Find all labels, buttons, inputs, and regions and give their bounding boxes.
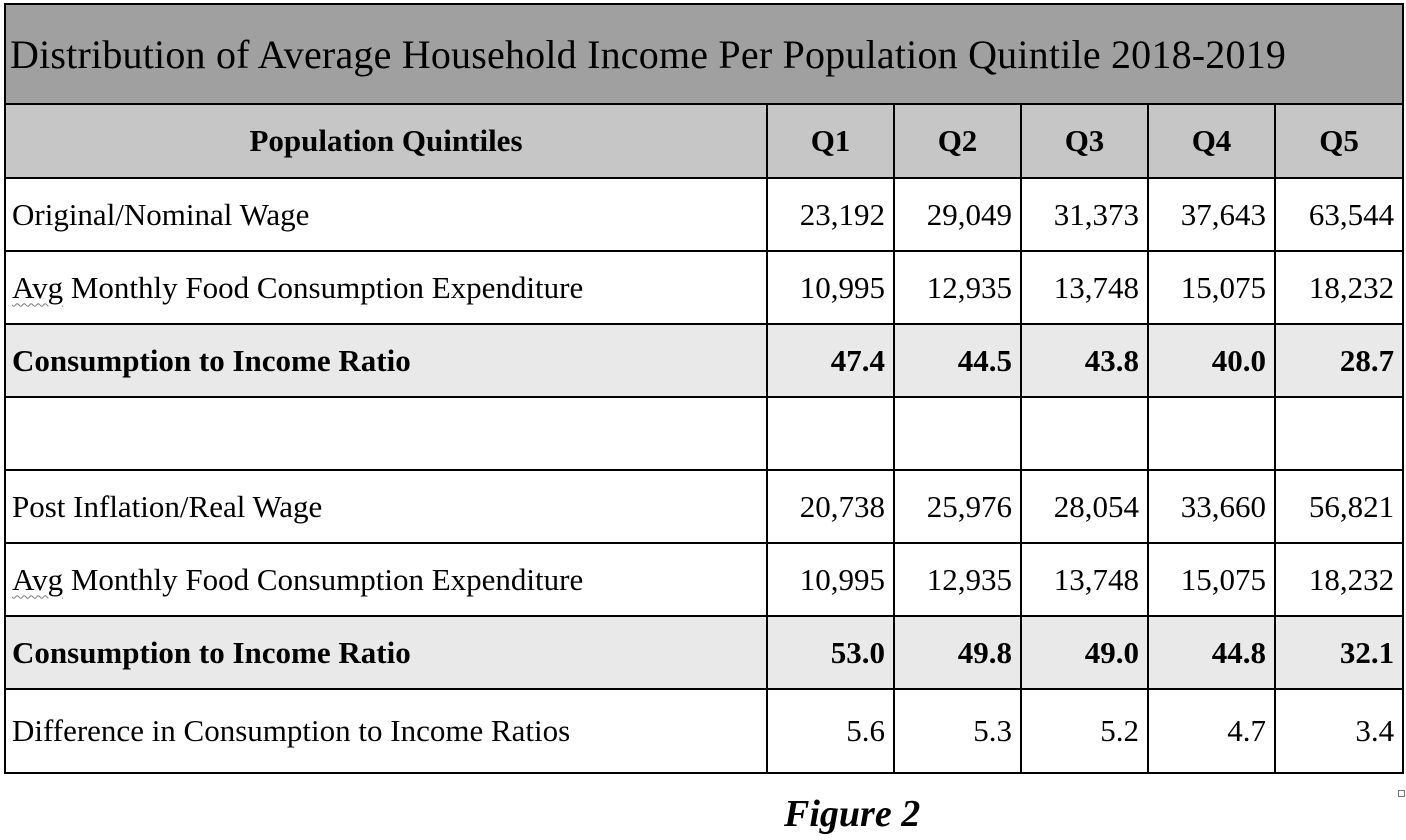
cell-q5: 56,821 — [1273, 469, 1405, 544]
cell-q3: 5.2 — [1020, 688, 1149, 774]
cell-q3: 49.0 — [1020, 615, 1149, 690]
row-label: Post Inflation/Real Wage — [4, 469, 768, 544]
row-label — [4, 396, 768, 471]
cell-q4: 40.0 — [1147, 323, 1276, 398]
header-q3: Q3 — [1020, 103, 1149, 179]
cell-q1: 53.0 — [766, 615, 895, 690]
cell-q2: 12,935 — [893, 542, 1022, 617]
cell-q3: 31,373 — [1020, 177, 1149, 252]
cell-q5: 32.1 — [1273, 615, 1405, 690]
table-row-real-wage: Post Inflation/Real Wage 20,738 25,976 2… — [4, 469, 1405, 544]
cell-q2: 12,935 — [893, 250, 1022, 325]
table-row-food-expenditure-real: Avg Monthly Food Consumption Expenditure… — [4, 542, 1405, 617]
table-title: Distribution of Average Household Income… — [3, 3, 1405, 105]
row-label: Avg Monthly Food Consumption Expenditure — [4, 542, 768, 617]
cell-q1: 20,738 — [766, 469, 895, 544]
cell-q1: 47.4 — [766, 323, 895, 398]
row-label-rest: Monthly Food Consumption Expenditure — [63, 561, 584, 597]
cell-q5: 28.7 — [1273, 323, 1405, 398]
figure-caption: Figure 2 — [784, 793, 921, 835]
cell-q4: 44.8 — [1147, 615, 1276, 690]
cell-q2: 5.3 — [893, 688, 1022, 774]
table-row-spacer — [4, 396, 1405, 471]
row-label: Consumption to Income Ratio — [4, 615, 768, 690]
table-row-ratio-difference: Difference in Consumption to Income Rati… — [4, 688, 1405, 774]
cell-q2: 44.5 — [893, 323, 1022, 398]
cell-q4: 15,075 — [1147, 542, 1276, 617]
cell-q4: 15,075 — [1147, 250, 1276, 325]
cell-q5: 18,232 — [1273, 250, 1405, 325]
header-row: Population Quintiles Q1 Q2 Q3 Q4 Q5 — [4, 103, 1405, 179]
row-label: Avg Monthly Food Consumption Expenditure — [4, 250, 768, 325]
header-q5: Q5 — [1273, 103, 1405, 179]
cell-q1: 23,192 — [766, 177, 895, 252]
table-row-ratio-real: Consumption to Income Ratio 53.0 49.8 49… — [4, 615, 1405, 690]
row-label: Original/Nominal Wage — [4, 177, 768, 252]
cell-q4: 4.7 — [1147, 688, 1276, 774]
cell-q2 — [893, 396, 1022, 471]
header-q2: Q2 — [893, 103, 1022, 179]
spellcheck-underlined-word: Avg — [12, 269, 64, 305]
table-row-ratio-nominal: Consumption to Income Ratio 47.4 44.5 43… — [4, 323, 1405, 398]
row-label-rest: Monthly Food Consumption Expenditure — [63, 269, 584, 305]
cell-q5: 63,544 — [1273, 177, 1405, 252]
header-label: Population Quintiles — [4, 103, 768, 179]
cell-q3: 28,054 — [1020, 469, 1149, 544]
header-q1: Q1 — [766, 103, 895, 179]
table-resize-handle[interactable] — [1398, 790, 1405, 797]
row-label: Difference in Consumption to Income Rati… — [4, 688, 768, 774]
cell-q1: 10,995 — [766, 250, 895, 325]
cell-q5 — [1273, 396, 1405, 471]
cell-q2: 49.8 — [893, 615, 1022, 690]
cell-q2: 25,976 — [893, 469, 1022, 544]
table-row-nominal-wage: Original/Nominal Wage 23,192 29,049 31,3… — [4, 177, 1405, 252]
cell-q5: 18,232 — [1273, 542, 1405, 617]
cell-q4: 33,660 — [1147, 469, 1276, 544]
cell-q3: 13,748 — [1020, 250, 1149, 325]
cell-q1 — [766, 396, 895, 471]
cell-q3 — [1020, 396, 1149, 471]
cell-q3: 13,748 — [1020, 542, 1149, 617]
spellcheck-underlined-word: Avg — [12, 561, 64, 597]
cell-q4 — [1147, 396, 1276, 471]
cell-q1: 10,995 — [766, 542, 895, 617]
cell-q3: 43.8 — [1020, 323, 1149, 398]
cell-q4: 37,643 — [1147, 177, 1276, 252]
row-label: Consumption to Income Ratio — [4, 323, 768, 398]
cell-q1: 5.6 — [766, 688, 895, 774]
income-distribution-table: Distribution of Average Household Income… — [3, 3, 1405, 774]
table-row-food-expenditure-nominal: Avg Monthly Food Consumption Expenditure… — [4, 250, 1405, 325]
header-q4: Q4 — [1147, 103, 1276, 179]
cell-q2: 29,049 — [893, 177, 1022, 252]
cell-q5: 3.4 — [1273, 688, 1405, 774]
